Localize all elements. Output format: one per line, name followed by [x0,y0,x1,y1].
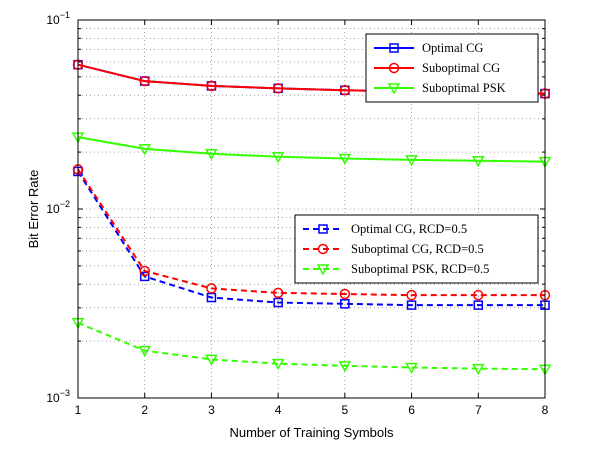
data-point [139,271,150,282]
data-point [472,156,485,168]
data-point [206,283,217,294]
data-point [205,354,218,366]
x-tick-label: 7 [475,403,482,417]
ticks [77,20,546,399]
circle-marker [317,243,329,255]
legend-label: Suboptimal PSK [422,81,506,95]
x-tick-label: 3 [208,403,215,417]
series-line [77,168,545,297]
series-suboptimal-psk-rcd-0-5 [71,318,552,376]
data-point [338,153,352,166]
legend-middle: Optimal CG, RCD=0.5 Suboptimal CG, RCD=0.… [294,214,539,284]
data-point [473,300,484,310]
data-point [473,289,484,301]
series-line [77,170,545,307]
x-axis-label: Number of Training Symbols [229,425,394,440]
data-point [405,155,418,167]
x-tick-label: 4 [275,403,282,417]
legend-label: Optimal CG, RCD=0.5 [351,222,467,236]
data-point [272,83,284,94]
data-point [138,144,151,156]
data-point [405,362,418,375]
data-point [271,358,285,371]
triangle-marker [387,83,401,95]
data-point [406,300,417,310]
legend-label: Suboptimal PSK, RCD=0.5 [351,262,489,276]
series-line [77,321,546,371]
data-point [139,75,150,87]
data-point [272,287,284,299]
data-point [206,80,217,92]
circle-marker [388,62,400,74]
y-tick-label: 10−2 [46,199,70,216]
y-tick-label: 10−3 [46,388,70,405]
legend-top: Optimal CG Suboptimal CG Suboptimal PSK [365,33,539,103]
legend-label: Suboptimal CG, RCD=0.5 [351,242,484,256]
triangle-marker [316,264,330,276]
x-tick-label: 8 [542,403,549,417]
data-point [406,289,417,301]
data-point [273,297,283,308]
data-point [138,345,151,358]
tick-labels: 1 2 3 4 5 6 7 8 10−1 10−2 10−3 [46,10,548,417]
data-point [339,288,351,300]
y-axis-label: Bit Error Rate [26,170,41,249]
x-tick-label: 1 [75,403,82,417]
x-tick-label: 6 [408,403,415,417]
series-line [77,136,546,163]
data-point [339,84,351,96]
legend-label: Optimal CG [422,41,483,55]
data-point [271,151,285,164]
y-tick-label: 10−1 [46,10,70,27]
x-tick-label: 5 [342,403,349,417]
data-point [340,299,350,309]
square-marker [389,43,399,53]
data-point [338,361,352,373]
data-point [139,265,150,277]
data-point [472,363,485,376]
legend-label: Suboptimal CG [422,61,500,75]
x-tick-label: 2 [141,403,148,417]
data-point [205,149,218,161]
square-marker [318,224,328,234]
series-suboptimal-psk [71,132,552,169]
